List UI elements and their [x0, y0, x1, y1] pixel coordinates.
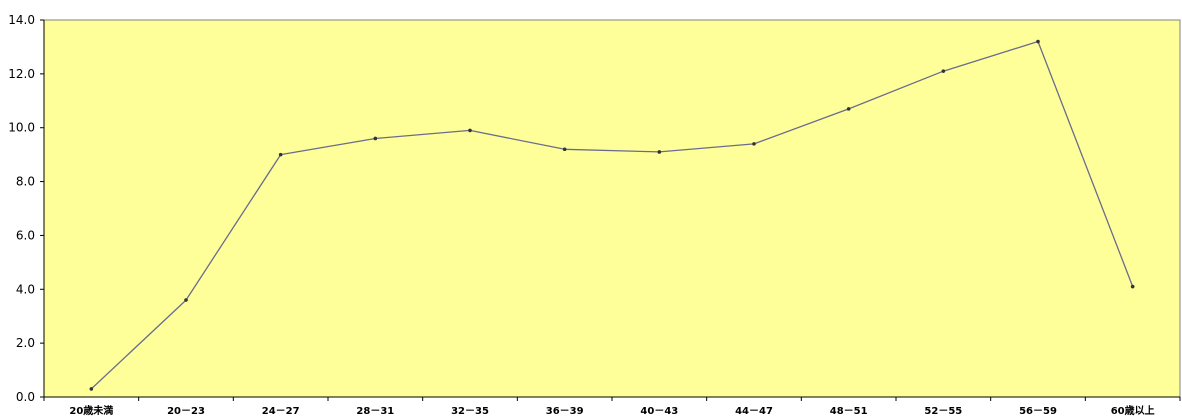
series-line	[90, 40, 1134, 390]
x-tick-label: 32－35	[451, 406, 489, 417]
y-tick-label: 4.0	[16, 282, 35, 296]
y-tick-label: 8.0	[16, 175, 35, 189]
plot-area	[43, 19, 1181, 398]
x-axis: 20歳未満 20－23 24－27 28－31 32－35 36－39 40－43 44－47…	[43, 396, 1181, 417]
x-tick-label: 48－51	[830, 406, 868, 417]
data-point	[184, 298, 188, 302]
data-points	[89, 39, 1135, 391]
x-tick-label: 36－39	[546, 406, 584, 417]
x-tick-label: 20歳未満	[69, 404, 113, 417]
x-tick-label: 40－43	[640, 406, 678, 417]
y-tick-label: 10.0	[8, 121, 35, 135]
data-point	[89, 387, 94, 391]
data-point	[846, 107, 851, 111]
x-tick-label: 52－55	[924, 406, 962, 417]
x-tick-label: 20－23	[167, 406, 205, 417]
y-tick-label: 12.0	[8, 67, 35, 81]
data-point	[562, 147, 567, 152]
data-point	[657, 150, 662, 154]
x-tick-label: 60歳以上	[1111, 404, 1155, 417]
y-axis: 0.0 2.0 4.0 6.0 8.0 10.0 12.0 14.0	[8, 13, 45, 404]
data-point	[752, 142, 756, 146]
x-tick-label: 44－47	[735, 406, 773, 417]
y-tick-label: 6.0	[16, 228, 35, 242]
y-tick-label: 0.0	[16, 390, 35, 404]
x-tick-label: 28－31	[356, 406, 394, 417]
data-point	[1036, 39, 1040, 44]
data-point	[373, 136, 378, 141]
x-tick-label: 24－27	[262, 406, 300, 417]
x-tick-label: 56－59	[1019, 406, 1057, 417]
data-point	[1130, 284, 1135, 289]
y-tick-label: 14.0	[8, 13, 35, 27]
data-point	[468, 128, 472, 133]
data-point	[278, 152, 283, 157]
data-point	[941, 69, 946, 73]
y-tick-label: 2.0	[16, 336, 35, 350]
